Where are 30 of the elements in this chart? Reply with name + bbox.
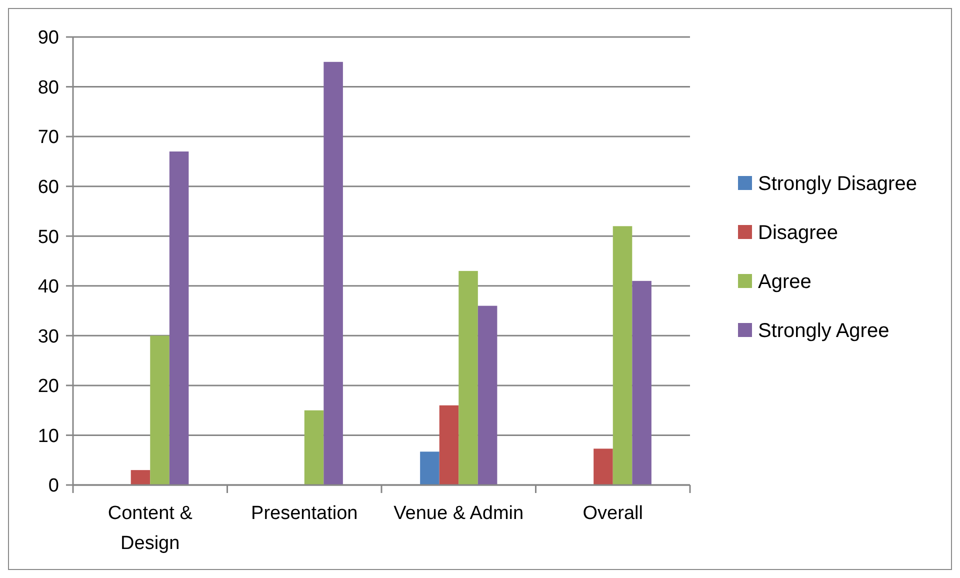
y-tick-label: 80	[38, 77, 59, 98]
y-tick-label: 70	[38, 127, 59, 148]
bar	[478, 306, 498, 485]
y-tick-label: 50	[38, 226, 59, 248]
x-tick-label: Overall	[582, 503, 643, 524]
y-tick-label: 10	[38, 426, 59, 447]
bar	[130, 470, 150, 485]
x-tick-label: Content & Design	[108, 503, 193, 554]
bar	[169, 151, 189, 485]
bar	[458, 270, 478, 485]
y-tick-label: 90	[38, 28, 59, 49]
bar	[612, 226, 632, 485]
bar	[420, 452, 440, 485]
legend-label: Agree	[758, 271, 812, 293]
bar	[324, 62, 343, 485]
y-tick-label: 40	[38, 276, 59, 298]
y-tick-label: 30	[38, 326, 59, 348]
y-tick-label: 0	[48, 476, 59, 497]
bar	[439, 405, 459, 485]
legend-label: Disagree	[758, 222, 838, 244]
x-tick-label: Presentation	[251, 503, 358, 524]
bar	[594, 448, 613, 485]
bar	[632, 280, 652, 485]
bar	[150, 336, 170, 485]
legend-label: Strongly Agree	[758, 320, 890, 342]
y-tick-label: 20	[38, 376, 59, 398]
y-tick-label: 60	[38, 176, 59, 198]
x-tick-label: Venue & Admin	[394, 503, 524, 524]
bar	[304, 410, 324, 485]
legend-label: Strongly Disagree	[758, 173, 917, 195]
